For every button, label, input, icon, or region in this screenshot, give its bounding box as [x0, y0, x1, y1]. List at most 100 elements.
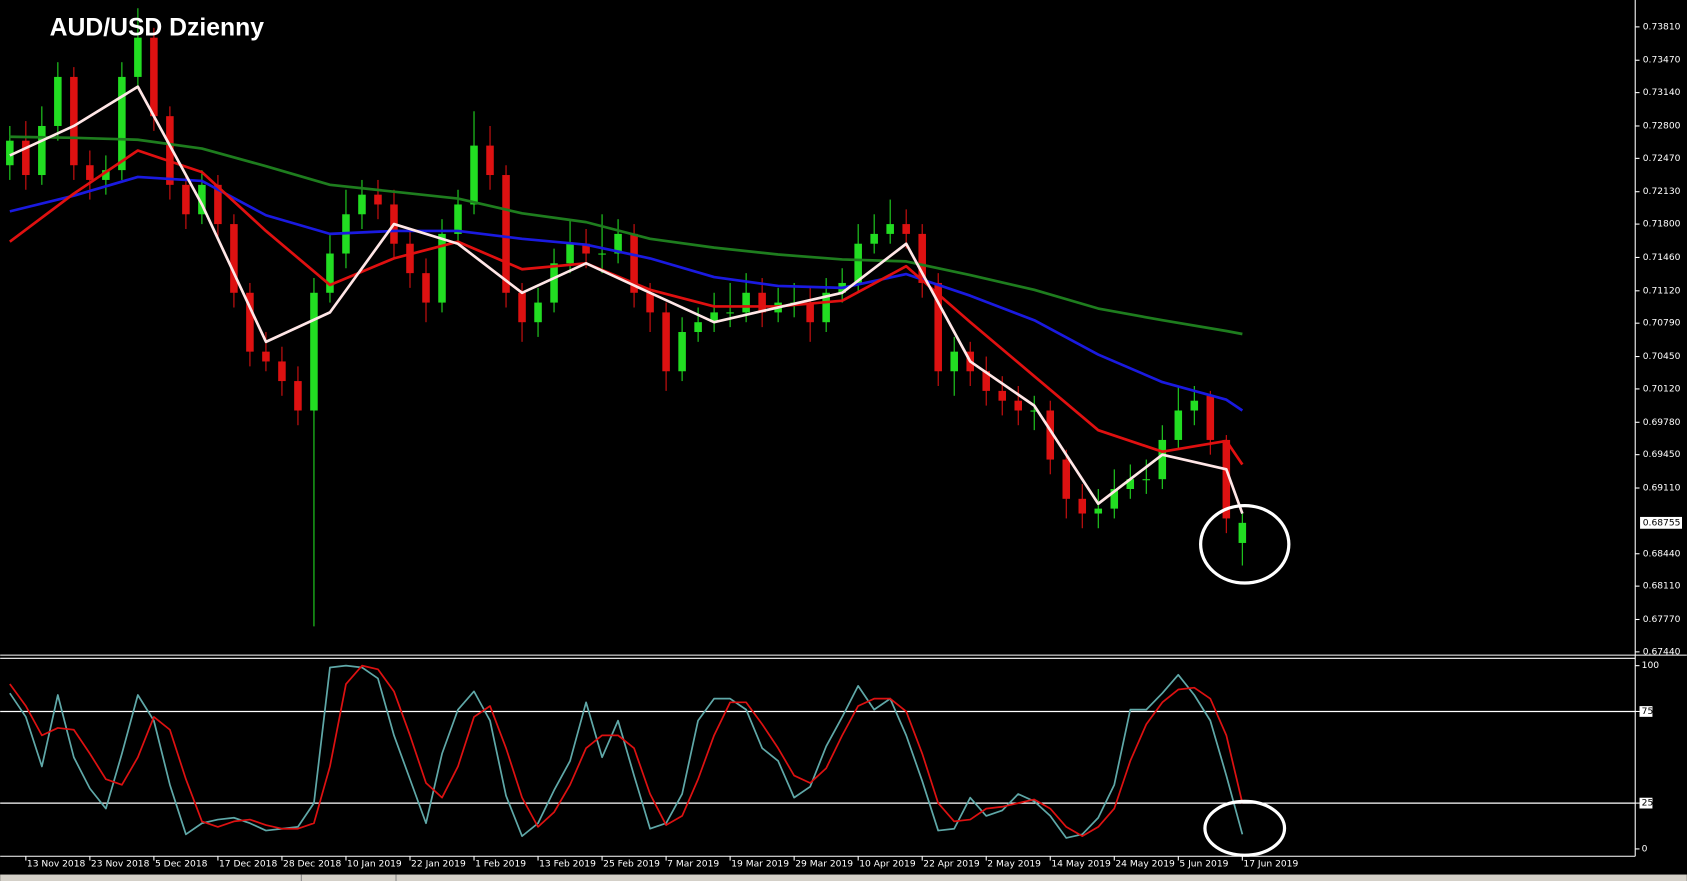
candle-body — [1142, 479, 1151, 481]
y-tick-label: 0.67440 — [1643, 647, 1681, 657]
candle-body — [150, 37, 158, 117]
y-tick-box — [1639, 706, 1653, 717]
candle-body — [1030, 410, 1039, 412]
x-tick-label: 17 Dec 2018 — [219, 859, 277, 869]
candle-body — [982, 371, 990, 391]
y-tick-label: 0.69110 — [1643, 484, 1681, 494]
candle-body — [374, 194, 382, 205]
candle-body — [726, 312, 734, 314]
candle-body — [1046, 410, 1055, 460]
candle-body — [438, 233, 446, 303]
y-tick-label: 0.73470 — [1643, 56, 1681, 66]
candle-body — [630, 233, 638, 293]
candle-body — [1062, 459, 1071, 499]
candle-body — [470, 145, 478, 205]
candle-body — [70, 76, 78, 166]
y-tick-label: 0.70120 — [1643, 384, 1681, 394]
candle-body — [214, 184, 222, 225]
y-tick-label: 0 — [1642, 844, 1648, 854]
candle-body — [358, 194, 366, 215]
candle-body — [326, 253, 334, 293]
y-tick-label: 0.73810 — [1643, 22, 1681, 32]
y-tick-label: 0.73140 — [1643, 88, 1681, 98]
x-tick-label: 24 May 2019 — [1115, 859, 1175, 869]
candle-body — [1206, 395, 1215, 440]
candle-body — [998, 390, 1006, 401]
chart-title: AUD/USD Dzienny — [50, 15, 265, 42]
candle-body — [134, 37, 142, 77]
y-tick-label: 0.70450 — [1643, 352, 1681, 362]
candle-body — [854, 243, 862, 283]
x-tick-label: 5 Jun 2019 — [1179, 859, 1228, 869]
x-tick-label: 25 Feb 2019 — [603, 859, 660, 869]
x-tick-label: 29 Mar 2019 — [795, 859, 853, 869]
candle-body — [278, 361, 286, 382]
y-tick-label: 0.70790 — [1643, 319, 1681, 329]
x-tick-label: 5 Dec 2018 — [155, 859, 208, 869]
x-tick-label: 22 Apr 2019 — [923, 859, 980, 869]
y-tick-label: 0.71460 — [1643, 253, 1681, 263]
last-price-box — [1638, 515, 1684, 530]
x-tick-label: 17 Jun 2019 — [1243, 859, 1298, 869]
x-tick-label: 22 Jan 2019 — [411, 859, 466, 869]
y-tick-label: 0.67770 — [1643, 615, 1681, 625]
candle-body — [1126, 479, 1135, 489]
last-price-label: 0.68755 — [1643, 518, 1681, 528]
candle-body — [102, 170, 110, 180]
candle-body — [1174, 410, 1183, 440]
candle-body — [646, 292, 654, 313]
x-tick-label: 19 Mar 2019 — [731, 859, 789, 869]
candle-body — [710, 312, 718, 323]
x-tick-label: 28 Dec 2018 — [283, 859, 341, 869]
x-tick-label: 1 Feb 2019 — [475, 859, 526, 869]
highlight-circle — [1199, 503, 1291, 585]
candle-body — [1078, 498, 1087, 514]
candle-body — [870, 233, 878, 244]
moving-average — [9, 85, 1244, 514]
x-tick-label: 14 May 2019 — [1051, 859, 1111, 869]
candle-body — [886, 224, 894, 234]
candle-body — [310, 292, 318, 411]
tab-bar — [0, 874, 1687, 881]
candle-body — [166, 116, 174, 185]
candle-body — [1014, 400, 1023, 411]
x-tick-label: 7 Mar 2019 — [667, 859, 719, 869]
candle-body — [518, 292, 526, 323]
candle-body — [582, 243, 590, 254]
y-tick-label: 0.72130 — [1643, 187, 1681, 197]
y-tick-label: 0.69450 — [1643, 450, 1681, 460]
candle-body — [86, 165, 94, 180]
candle-body — [422, 273, 430, 303]
candle-body — [198, 184, 206, 215]
candle-body — [662, 312, 670, 372]
candle-body — [502, 175, 510, 293]
candle-body — [22, 140, 30, 176]
y-tick-label: 75 — [1642, 707, 1654, 717]
stochastic-line — [9, 664, 1244, 839]
x-tick-label: 13 Nov 2018 — [27, 859, 86, 869]
candle-body — [934, 282, 942, 372]
candle-body — [822, 292, 830, 323]
x-tick-label: 13 Feb 2019 — [539, 859, 596, 869]
candle-body — [118, 76, 126, 171]
candle-body — [1222, 439, 1231, 519]
y-tick-label: 0.72800 — [1643, 121, 1681, 131]
candle-body — [54, 76, 62, 126]
x-tick-label: 2 May 2019 — [987, 859, 1041, 869]
candle-body — [38, 125, 46, 176]
plot-layer: 0.73810 0.73470 0.73140 0.72800 0.72470 0.721… — [0, 8, 1684, 869]
y-tick-label: 100 — [1642, 661, 1660, 671]
x-tick-label: 23 Nov 2018 — [91, 859, 150, 869]
x-tick-label: 10 Jan 2019 — [347, 859, 402, 869]
stochastic-line — [9, 664, 1244, 838]
y-tick-label: 0.71800 — [1643, 220, 1681, 230]
candle-body — [550, 263, 558, 303]
y-tick-label: 0.71120 — [1643, 286, 1681, 296]
candle-body — [902, 224, 910, 234]
y-tick-box — [1639, 797, 1653, 809]
candle-body — [806, 302, 814, 323]
moving-average — [9, 135, 1243, 336]
